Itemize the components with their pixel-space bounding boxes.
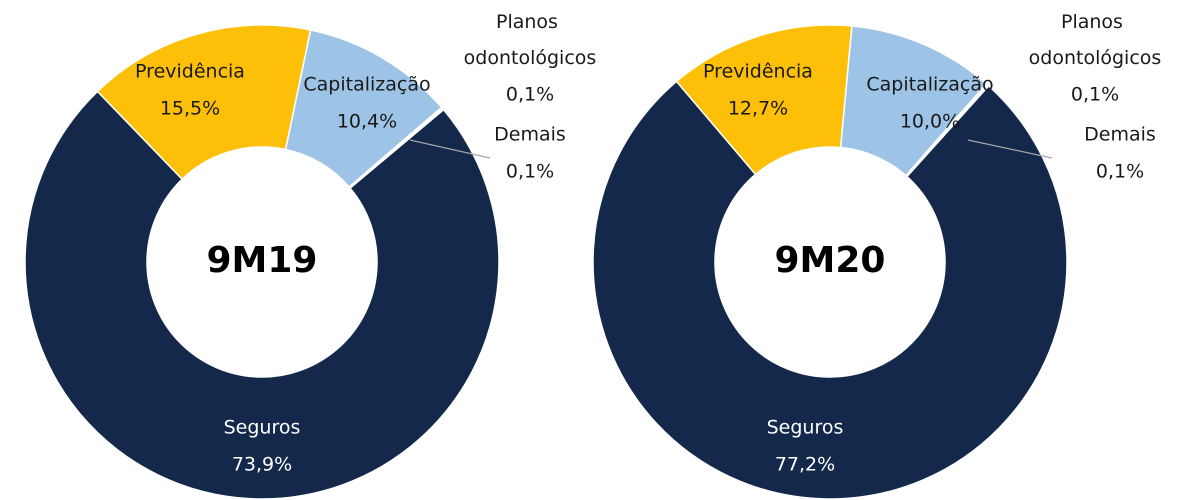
- slice-label-value: 10,0%: [900, 111, 960, 133]
- center-label: 9M20: [775, 240, 886, 281]
- slice-label-name: Previdência: [703, 61, 813, 83]
- slice-label-name: Seguros: [224, 417, 301, 439]
- slice-label-value: 12,7%: [728, 98, 788, 120]
- slice-label-value: 73,9%: [232, 454, 292, 476]
- donut-slice: [905, 83, 990, 178]
- slice-label-name: Previdência: [135, 61, 245, 83]
- slice-label-value: 77,2%: [775, 454, 835, 476]
- donut-slice: [592, 80, 1068, 500]
- slice-label-name: Demais: [494, 124, 566, 146]
- slice-label-name: Capitalização: [866, 74, 993, 96]
- slice-label-value: 0,1%: [1096, 161, 1144, 183]
- slice-label-value: 0,1%: [1071, 84, 1119, 106]
- slice-label-name: Planos odontológicos: [464, 11, 597, 69]
- slice-label-name: Seguros: [767, 417, 844, 439]
- slice-label-name: Planos odontológicos: [1029, 11, 1162, 69]
- slice-label-name: Capitalização: [303, 74, 430, 96]
- center-label: 9M19: [207, 240, 318, 281]
- slice-label-name: Demais: [1084, 124, 1156, 146]
- donut-slice: [96, 24, 312, 181]
- leader-line: [409, 139, 491, 159]
- donut-slice: [348, 107, 445, 190]
- donut-slice: [24, 90, 500, 500]
- slice-label-value: 15,5%: [160, 98, 220, 120]
- slice-label-value: 0,1%: [506, 84, 554, 106]
- leader-line: [967, 139, 1053, 159]
- slice-label-value: 10,4%: [337, 111, 397, 133]
- slice-label-value: 0,1%: [506, 161, 554, 183]
